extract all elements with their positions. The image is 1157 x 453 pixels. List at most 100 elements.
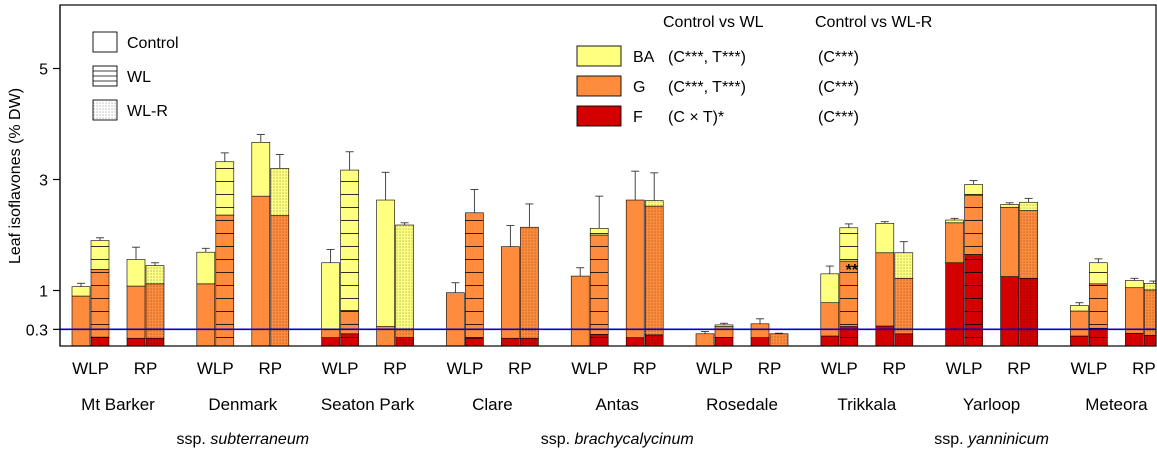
bar-pattern-wl bbox=[590, 228, 609, 235]
bar-pattern-wl bbox=[91, 269, 109, 338]
subspecies-label: ssp. yanninicum bbox=[934, 431, 1049, 448]
bar-clare-wlp-control bbox=[446, 282, 465, 346]
subspecies-label: ssp. subterraneum bbox=[177, 431, 310, 448]
bar-pattern-wlr bbox=[270, 215, 289, 346]
bar-segment-g bbox=[875, 252, 895, 327]
bar-rosedale-wlp-control bbox=[695, 331, 715, 346]
bar-segment-f bbox=[1070, 335, 1089, 346]
bar-pattern-wl bbox=[91, 337, 109, 346]
legend-stat-wlr: (C***) bbox=[818, 109, 859, 126]
bar-segment-g bbox=[501, 246, 520, 339]
y-tick-label: 3 bbox=[39, 173, 48, 190]
bar-segment-ba bbox=[126, 259, 146, 287]
bar-segment-f bbox=[126, 337, 146, 346]
bar-segment-f bbox=[820, 335, 840, 346]
bar-pattern-wlr bbox=[395, 337, 414, 346]
bar-antas-rp-control bbox=[625, 170, 645, 346]
bar-meteora-rp-wlr bbox=[1144, 280, 1156, 346]
legend-stat-wl: (C × T)* bbox=[668, 109, 724, 126]
bar-pattern-wlr bbox=[894, 333, 913, 346]
bar-pattern-wl bbox=[340, 310, 359, 334]
legend-color-f bbox=[576, 105, 622, 127]
x-cultivar-label: Seaton Park bbox=[321, 395, 415, 414]
bar-yarloop-rp-wlr bbox=[1019, 197, 1038, 346]
bar-segment-ba bbox=[945, 219, 964, 224]
bar-segment-g bbox=[251, 195, 271, 346]
bar-rosedale-wlp-wl bbox=[714, 322, 734, 346]
bar-pattern-wlr bbox=[1144, 289, 1156, 336]
x-group-label: RP bbox=[508, 359, 532, 378]
bar-antas-wlp-wl bbox=[589, 195, 609, 346]
y-tick-label: 1 bbox=[39, 284, 48, 301]
x-group-label: WLP bbox=[821, 359, 858, 378]
bar-meteora-rp-control bbox=[1125, 277, 1144, 346]
bar-pattern-wlr bbox=[146, 283, 164, 339]
x-group-label: RP bbox=[758, 359, 782, 378]
x-cultivar-label: Clare bbox=[472, 395, 513, 414]
bar-segment-g bbox=[695, 333, 715, 346]
bar-pattern-wlr bbox=[395, 225, 414, 329]
bar-segment-g bbox=[625, 199, 645, 338]
subspecies-name: yanninicum bbox=[967, 431, 1049, 448]
bar-segment-ba bbox=[820, 273, 840, 304]
bar-pattern-wl bbox=[715, 337, 733, 346]
bar-pattern-wlr bbox=[395, 328, 414, 338]
bar-segment-g bbox=[750, 323, 770, 338]
bar-segment-f bbox=[945, 262, 964, 346]
plot-frame bbox=[59, 4, 1157, 347]
significance-annotation: ** bbox=[846, 262, 859, 279]
bar-segment-g bbox=[196, 283, 216, 346]
bar-pattern-wl bbox=[715, 324, 733, 327]
bar-pattern-wl bbox=[590, 235, 609, 335]
legend-color-ba bbox=[576, 45, 622, 67]
bar-pattern-wl bbox=[215, 161, 234, 216]
legend-header-control-vs-wl: Control vs WL bbox=[663, 14, 764, 31]
bar-meteora-wlp-control bbox=[1070, 302, 1089, 346]
legend-component-f: F bbox=[633, 109, 643, 126]
legend-header-control-vs-wlr: Control vs WL-R bbox=[815, 14, 932, 31]
x-cultivar-label: Yarloop bbox=[963, 395, 1020, 414]
bar-segment-ba bbox=[196, 251, 216, 285]
bar-segment-f bbox=[625, 337, 645, 346]
bar-pattern-wlr bbox=[146, 265, 164, 284]
y-axis-label: Leaf isoflavones (% DW) bbox=[7, 88, 24, 264]
bar-trikkala-wlp-wl bbox=[839, 223, 859, 346]
bar-denmark-rp-control bbox=[251, 134, 271, 346]
bar-pattern-wl bbox=[839, 227, 858, 262]
bar-segment-g bbox=[126, 285, 146, 339]
bar-denmark-wlp-control bbox=[196, 247, 216, 346]
bar-pattern-wlr bbox=[520, 338, 539, 346]
legend-swatch-pattern bbox=[93, 100, 117, 120]
legend-color-g bbox=[576, 75, 622, 97]
bar-pattern-wl bbox=[964, 184, 983, 196]
bar-mt-barker-wlp-wl bbox=[90, 237, 110, 346]
treatment-legend: Control WL WL-R bbox=[92, 31, 179, 121]
bar-segment-g bbox=[71, 295, 91, 346]
bar-pattern-wlr bbox=[1019, 210, 1038, 279]
bar-denmark-wlp-wl bbox=[215, 152, 235, 346]
bar-rosedale-rp-wlr bbox=[769, 332, 789, 346]
bar-pattern-wlr bbox=[645, 200, 664, 207]
x-cultivar-label: Antas bbox=[595, 395, 638, 414]
bar-pattern-wl bbox=[340, 170, 359, 311]
x-cultivar-label: Meteora bbox=[1085, 395, 1148, 414]
bar-mt-barker-wlp-control bbox=[71, 282, 91, 346]
bar-yarloop-rp-control bbox=[1000, 202, 1019, 346]
bar-pattern-wlr bbox=[520, 227, 539, 339]
bar-segment-ba bbox=[1125, 280, 1144, 289]
bar-pattern-wl bbox=[964, 254, 983, 346]
subspecies-prefix: ssp. bbox=[177, 431, 211, 448]
y-tick-label: 0.3 bbox=[26, 322, 48, 339]
bar-pattern-wl bbox=[465, 338, 484, 346]
bar-clare-rp-wlr bbox=[520, 203, 539, 346]
x-group-label: WLP bbox=[946, 359, 983, 378]
bar-segment-g bbox=[321, 329, 340, 338]
x-group-label: WLP bbox=[72, 359, 109, 378]
bar-segment-ba bbox=[875, 223, 895, 254]
bar-segment-g bbox=[820, 302, 840, 337]
x-group-label: WLP bbox=[446, 359, 483, 378]
bar-segment-g bbox=[945, 222, 964, 264]
bar-pattern-wlr bbox=[270, 168, 289, 216]
x-group-label: RP bbox=[1007, 359, 1031, 378]
bar-pattern-wlr bbox=[770, 333, 788, 346]
